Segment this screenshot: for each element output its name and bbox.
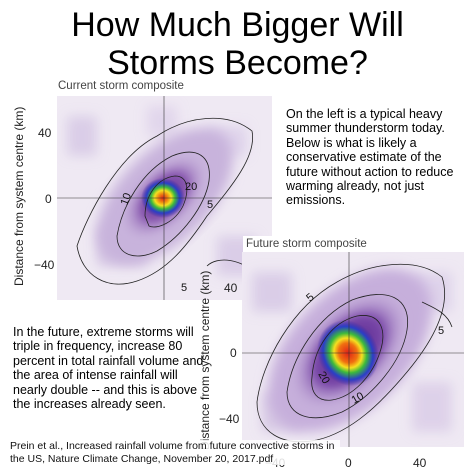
future-contour-label-10: 10 [350, 390, 367, 407]
current-y-tick-0: 0 [45, 192, 52, 206]
current-storm-plot: 10 20 5 5 [57, 96, 272, 300]
future-y-tick-0: 0 [230, 346, 237, 360]
current-y-axis-label: Distance from system centre (km) [12, 106, 26, 286]
future-y-tick-minus40: −40 [219, 412, 240, 426]
current-y-tick-minus40: −40 [34, 258, 55, 272]
current-contour-label-5: 5 [207, 199, 213, 211]
future-x-tick-0: 0 [345, 456, 352, 470]
future-contour-label-5b: 5 [438, 325, 444, 337]
page-title: How Much Bigger Will Storms Become? [0, 6, 475, 82]
description-left: In the future, extreme storms will tripl… [13, 325, 204, 412]
citation: Prein et al., Increased rainfall volume … [10, 440, 340, 465]
future-y-tick-40: 40 [224, 281, 238, 295]
title-line-2: Storms Become? [107, 44, 368, 82]
future-panel-title: Future storm composite [243, 236, 373, 252]
current-contour-label-5b: 5 [181, 282, 187, 294]
current-contour-label-20: 20 [185, 181, 197, 193]
future-x-tick-40: 40 [413, 456, 427, 470]
description-right: On the left is a typical heavy summer th… [286, 107, 454, 208]
current-panel-title: Current storm composite [58, 80, 184, 92]
future-storm-plot: 5 20 10 5 [242, 252, 464, 447]
title-line-1: How Much Bigger Will [71, 6, 404, 44]
current-y-tick-40: 40 [38, 126, 52, 140]
future-contour-label-20: 20 [315, 370, 332, 387]
current-contour-label-10: 10 [119, 191, 134, 207]
